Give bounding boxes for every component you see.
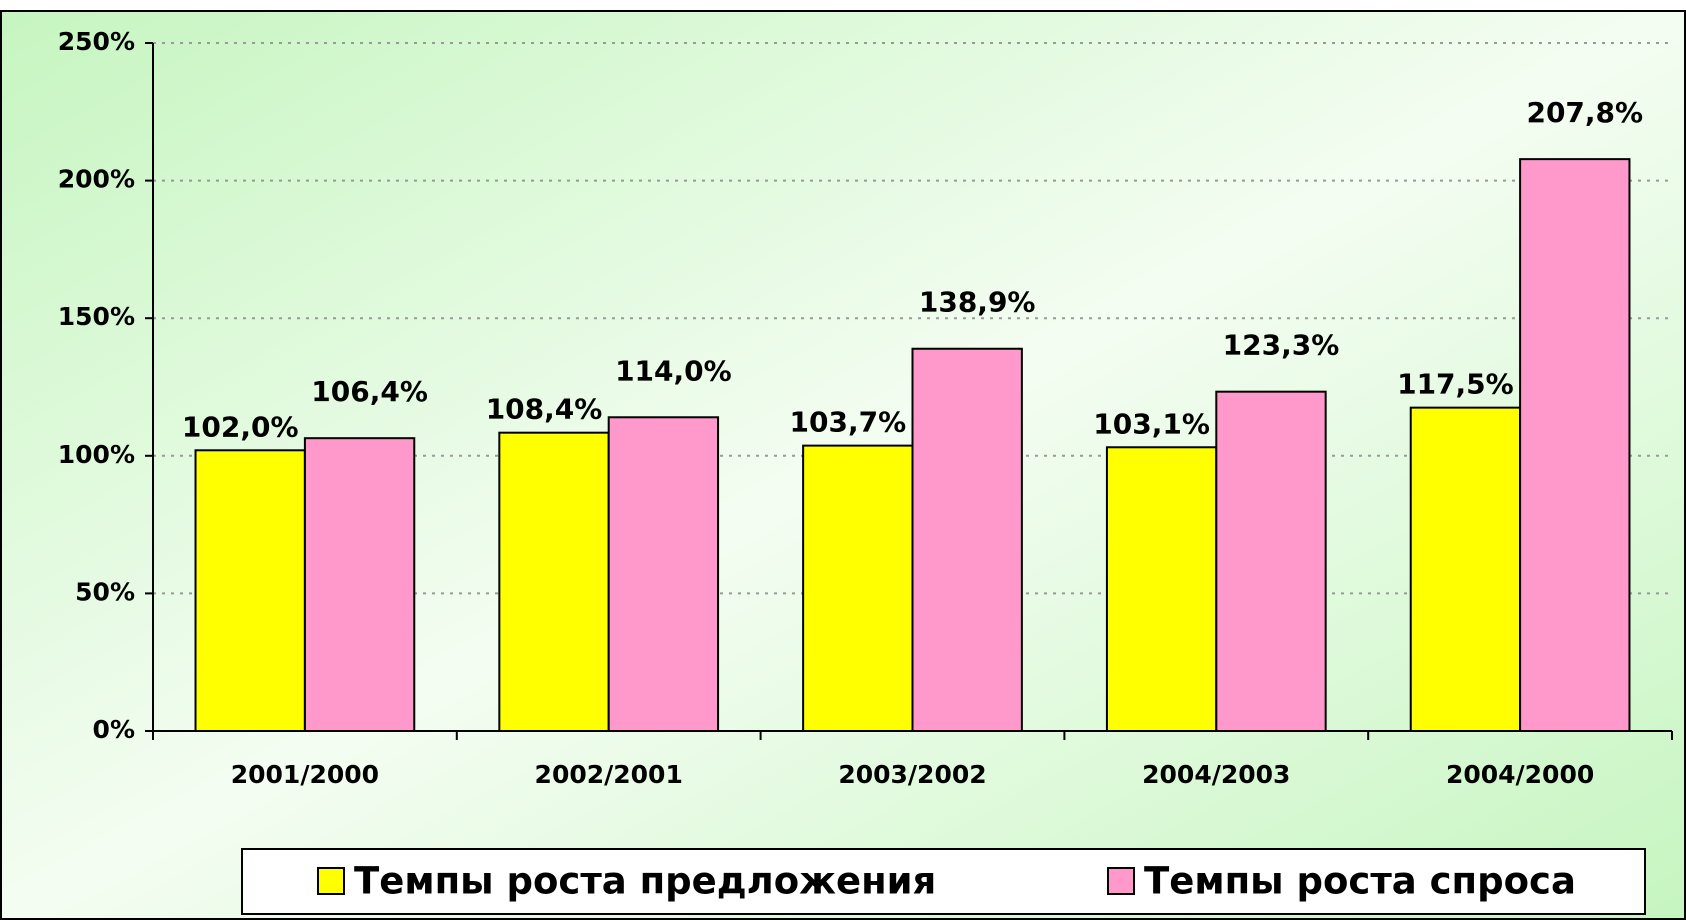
legend-label: Темпы роста предложения xyxy=(354,860,936,903)
bar xyxy=(1409,406,1522,732)
x-tick-label: 2004/2003 xyxy=(1142,760,1290,789)
data-label: 108,4% xyxy=(486,393,603,426)
x-tick-label: 2002/2001 xyxy=(535,760,683,789)
data-label: 114,0% xyxy=(615,354,732,387)
y-tick-label: 250% xyxy=(58,27,135,56)
data-label: 138,9% xyxy=(919,286,1036,319)
data-label: 103,1% xyxy=(1093,407,1210,440)
data-label: 102,0% xyxy=(182,410,299,443)
y-tick-label: 150% xyxy=(58,302,135,331)
x-tick-label: 2003/2002 xyxy=(838,760,986,789)
y-tick-label: 0% xyxy=(93,715,135,744)
data-label: 103,7% xyxy=(790,406,907,439)
x-tick-label: 2001/2000 xyxy=(231,760,379,789)
bar xyxy=(303,437,416,732)
bar xyxy=(1519,158,1631,732)
data-label: 123,3% xyxy=(1223,329,1340,362)
legend-box xyxy=(241,848,1646,915)
bar xyxy=(194,449,306,732)
bar xyxy=(1105,446,1218,732)
bar xyxy=(498,431,610,732)
bar xyxy=(607,416,720,732)
x-tick-label: 2004/2000 xyxy=(1446,760,1594,789)
y-tick-label: 50% xyxy=(75,577,135,606)
data-label: 106,4% xyxy=(311,375,428,408)
legend-swatch xyxy=(1107,867,1135,895)
y-tick-label: 100% xyxy=(58,440,135,469)
legend-swatch xyxy=(317,867,345,895)
bar xyxy=(802,444,914,732)
y-tick-label: 200% xyxy=(58,165,135,194)
legend-label: Темпы роста спроса xyxy=(1144,860,1576,903)
data-label: 207,8% xyxy=(1526,96,1643,129)
data-label: 117,5% xyxy=(1397,368,1514,401)
bar xyxy=(1215,390,1327,732)
bar xyxy=(911,347,1023,732)
